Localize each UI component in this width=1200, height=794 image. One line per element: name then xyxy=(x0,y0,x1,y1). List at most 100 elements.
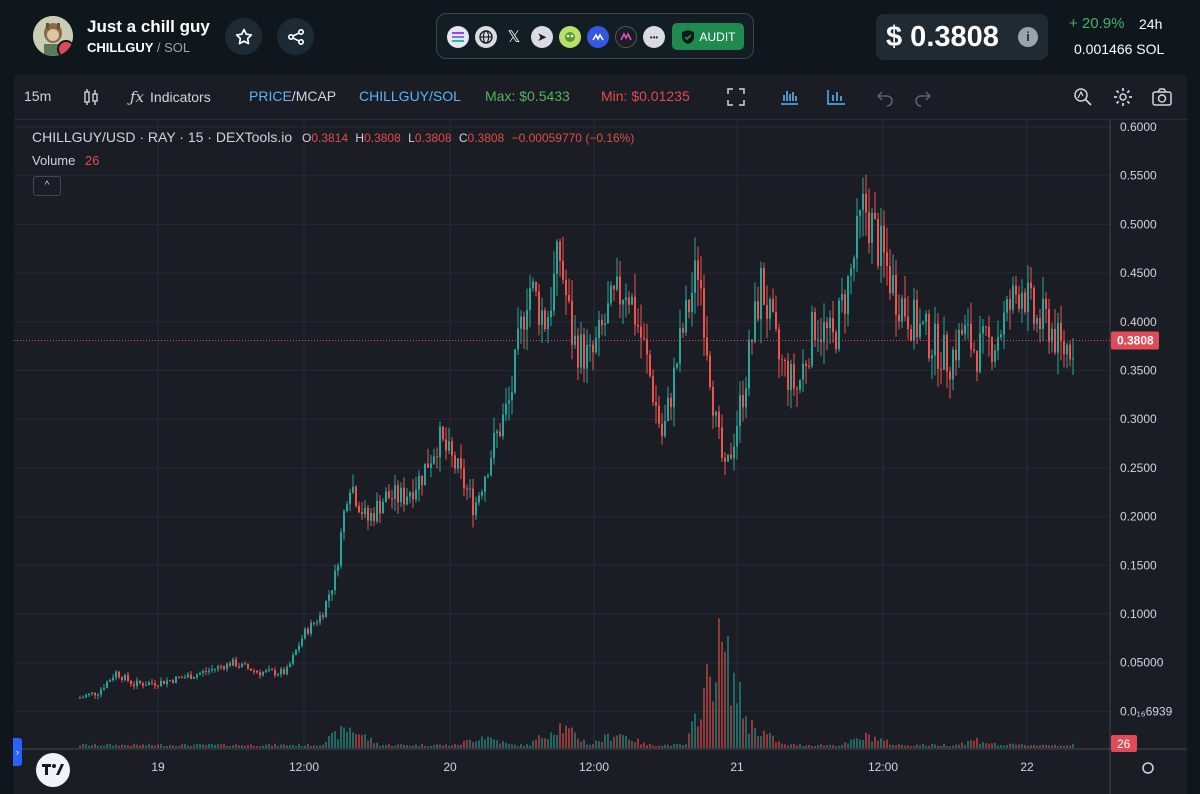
settings-gear-icon[interactable] xyxy=(1112,86,1134,108)
candle-body xyxy=(265,670,267,673)
price-chart[interactable]: 0.6000 0.5500 0.5000 0.4500 0.4000 0.3500 0.30… xyxy=(14,120,1187,794)
telegram-icon[interactable]: ➤ xyxy=(531,26,553,48)
candle-body xyxy=(259,672,261,676)
volume-bar xyxy=(1027,745,1029,748)
drawing-tool-icon[interactable] xyxy=(1072,86,1094,108)
candle-body xyxy=(802,363,804,380)
volume-bar xyxy=(847,743,849,748)
redo-icon[interactable] xyxy=(912,86,934,108)
pepe-icon[interactable] xyxy=(559,26,581,48)
pair-toggle[interactable]: CHILLGUY/SOL xyxy=(359,88,461,104)
favorite-button[interactable] xyxy=(225,18,262,55)
volume-bar xyxy=(325,741,327,748)
candle-body xyxy=(301,638,303,646)
tradingview-logo[interactable] xyxy=(36,753,70,787)
chart-plot-area[interactable]: 0.6000 0.5500 0.5000 0.4500 0.4000 0.3500 0.30… xyxy=(14,120,1187,794)
volume-bar xyxy=(1048,745,1050,748)
sidebar-toggle-handle[interactable]: › xyxy=(13,738,22,766)
candle-body xyxy=(970,323,972,350)
audit-button[interactable]: AUDIT xyxy=(672,23,744,50)
coinmarketcap-icon[interactable] xyxy=(587,26,609,48)
token-avatar xyxy=(33,16,73,56)
volume-bar xyxy=(406,745,408,748)
volume-bar xyxy=(910,746,912,748)
candle-body xyxy=(736,426,738,447)
indicators-label: Indicators xyxy=(150,89,211,105)
candle-body xyxy=(190,674,192,679)
candle-body xyxy=(997,337,999,351)
volume-bar xyxy=(226,745,228,748)
price-mcap-toggle[interactable]: PRICE/MCAP xyxy=(249,88,336,104)
candle-body xyxy=(631,296,633,305)
candle-body xyxy=(400,487,402,503)
candle-body xyxy=(1066,344,1068,355)
volume-bar xyxy=(874,736,876,748)
volume-bar xyxy=(1009,743,1011,748)
volume-bar xyxy=(1042,744,1044,748)
fullscreen-icon[interactable] xyxy=(725,86,747,108)
candle-body xyxy=(229,663,231,666)
candle-body xyxy=(496,431,498,433)
candle-body xyxy=(898,314,900,322)
axis-settings-icon xyxy=(1142,762,1154,774)
mcap-option[interactable]: MCAP xyxy=(295,88,337,104)
candle-body xyxy=(640,326,642,338)
bar-chart-icon[interactable] xyxy=(778,86,800,108)
candle-body xyxy=(982,326,984,334)
chart-legend: CHILLGUY/USD · RAY · 15 · DEXTools.io O0… xyxy=(32,129,634,145)
candle-body xyxy=(967,323,969,325)
volume-bar xyxy=(787,745,789,748)
volume-bar xyxy=(304,745,306,748)
volume-bar xyxy=(538,735,540,748)
collapse-legend-button[interactable]: ^ xyxy=(33,176,61,196)
candle-body xyxy=(406,496,408,505)
candle-body xyxy=(250,668,252,671)
volume-bar xyxy=(667,744,669,748)
solana-icon[interactable] xyxy=(447,26,469,48)
share-button[interactable] xyxy=(277,18,314,55)
candle-body xyxy=(937,323,939,369)
volume-bar xyxy=(175,746,177,748)
camera-icon[interactable] xyxy=(1151,86,1173,108)
volume-bar xyxy=(916,744,918,748)
volume-bar xyxy=(451,745,453,748)
more-icon[interactable]: ••• xyxy=(643,26,665,48)
volume-bar xyxy=(577,738,579,748)
candle-body xyxy=(325,600,327,618)
candles-icon[interactable] xyxy=(80,86,102,108)
volume-bar xyxy=(514,744,516,748)
candle-body xyxy=(919,323,921,338)
candle-body xyxy=(700,279,702,289)
candle-body xyxy=(958,329,960,361)
interval-button[interactable]: 15m xyxy=(24,88,52,104)
undo-icon[interactable] xyxy=(874,86,896,108)
x-icon[interactable]: 𝕏 xyxy=(503,26,525,48)
max-price-label: Max: $0.5433 xyxy=(485,88,570,104)
indicators-button[interactable]: ƒx Indicators xyxy=(130,88,211,106)
volume-bar xyxy=(868,734,870,748)
volume-chart-icon[interactable] xyxy=(825,86,847,108)
candle-body xyxy=(133,684,135,686)
legend-high-key: H xyxy=(355,131,365,145)
info-icon[interactable]: i xyxy=(1018,27,1038,47)
volume-bar xyxy=(439,744,441,748)
chill-guy-icon xyxy=(33,16,73,56)
candle-body xyxy=(544,310,546,330)
candle-body xyxy=(163,680,165,685)
candle-body xyxy=(469,488,471,490)
volume-bar xyxy=(601,741,603,748)
candle-body xyxy=(268,669,270,671)
moralis-icon[interactable] xyxy=(615,26,637,48)
volume-bar xyxy=(823,745,825,748)
volume-bar xyxy=(706,664,708,748)
candle-body xyxy=(235,659,237,667)
candle-body xyxy=(871,212,873,244)
candle-body xyxy=(397,485,399,503)
candle-body xyxy=(1045,298,1047,310)
volume-bar xyxy=(280,744,282,748)
candle-body xyxy=(346,504,348,511)
candle-body xyxy=(499,431,501,437)
price-option[interactable]: PRICE xyxy=(249,88,292,104)
volume-bar xyxy=(526,744,528,748)
globe-icon[interactable] xyxy=(475,26,497,48)
